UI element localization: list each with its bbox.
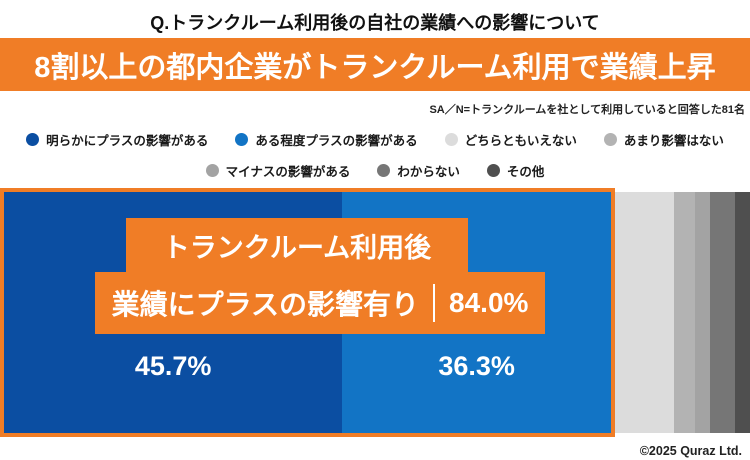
survey-note: SA／N=トランクルームを社として利用していると回答した81名 (429, 104, 745, 116)
callout-result-text: 業績にプラスの影響有り (111, 289, 420, 320)
callout-divider-line (433, 284, 436, 322)
legend-item: マイナスの影響がある (205, 161, 351, 180)
legend-label: どちらともいえない (464, 133, 577, 148)
legend-item: わからない (377, 161, 460, 180)
segment-value-label: 45.7% (134, 351, 212, 382)
bar-segment (710, 192, 735, 433)
legend-label: マイナスの影響がある (225, 164, 351, 179)
bar-track: 45.7% 36.3% (0, 188, 750, 437)
legend-row-1: 明らかにプラスの影響がある ある程度プラスの影響がある どちらともいえない あまり影響… (0, 130, 750, 148)
headline-banner: 8割以上の都内企業がトランクルーム利用で業績上昇 (0, 38, 750, 91)
legend-dot-icon (486, 163, 500, 177)
legend-label: ある程度プラスの影響がある (255, 133, 418, 148)
copyright-text: ©2025 Quraz Ltd. (639, 444, 742, 458)
legend: 明らかにプラスの影響がある ある程度プラスの影響がある どちらともいえない あまり影響… (0, 130, 750, 192)
question-title: Q.トランクルーム利用後の自社の業績への影響について (150, 13, 600, 33)
legend-label: その他 (506, 164, 545, 179)
callout-result-value: 84.0% (449, 287, 529, 318)
legend-dot-icon (377, 163, 391, 177)
legend-label: あまり影響はない (623, 133, 724, 148)
legend-item: 明らかにプラスの影響がある (26, 130, 208, 149)
headline-text: 8割以上の都内企業がトランクルーム利用で業績上昇 (34, 51, 716, 84)
legend-item: あまり影響はない (603, 130, 724, 149)
legend-item: どちらともいえない (444, 130, 577, 149)
callout-title-text: トランクルーム利用後 (162, 232, 432, 263)
legend-item: ある程度プラスの影響がある (235, 130, 418, 149)
callout-title-box: トランクルーム利用後 (126, 218, 468, 272)
legend-dot-icon (26, 132, 40, 146)
legend-item: その他 (486, 161, 545, 180)
legend-label: わからない (397, 164, 460, 179)
stacked-bar-chart: 45.7% 36.3% トランクルーム利用後 業績にプラスの影響有り 84.0% (0, 188, 750, 437)
legend-dot-icon (603, 132, 617, 146)
bar-segment (695, 192, 711, 433)
bar-segment (735, 192, 750, 433)
segment-value-label: 36.3% (438, 351, 515, 382)
callout-result-box: 業績にプラスの影響有り 84.0% (95, 272, 545, 334)
legend-row-2: マイナスの影響がある わからない その他 (0, 161, 750, 179)
legend-label: 明らかにプラスの影響がある (46, 133, 209, 148)
bar-segment (615, 192, 674, 433)
bar-segment (673, 192, 696, 433)
legend-dot-icon (235, 132, 249, 146)
legend-dot-icon (205, 163, 219, 177)
legend-dot-icon (444, 132, 458, 146)
